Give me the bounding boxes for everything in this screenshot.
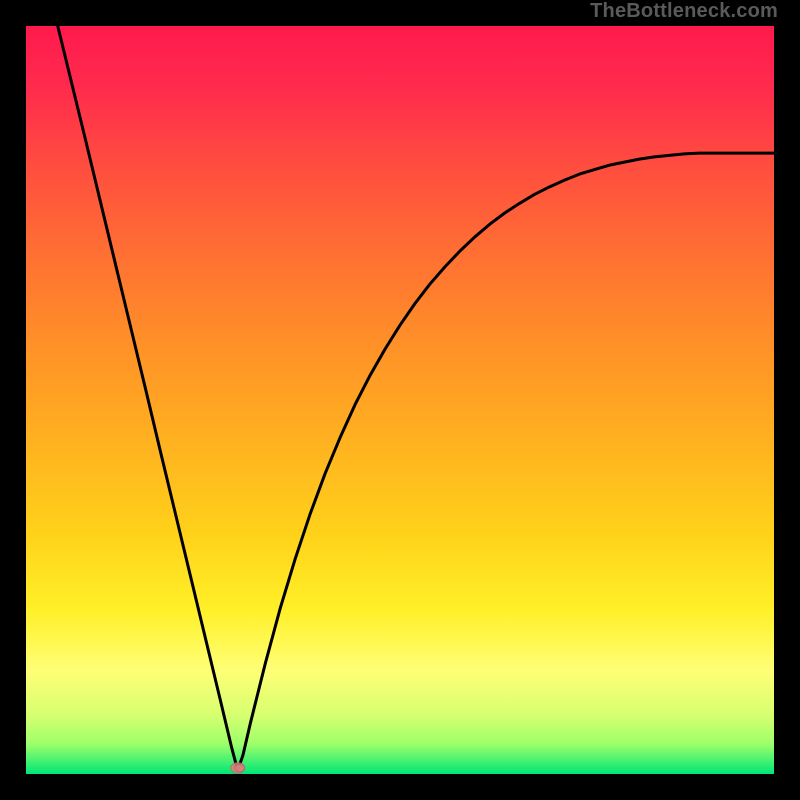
chart-container: TheBottleneck.com (0, 0, 800, 800)
gradient-background (26, 26, 774, 774)
plot-svg (26, 26, 774, 774)
minimum-marker (231, 763, 245, 774)
watermark-text: TheBottleneck.com (590, 0, 778, 23)
plot-area (26, 26, 774, 774)
